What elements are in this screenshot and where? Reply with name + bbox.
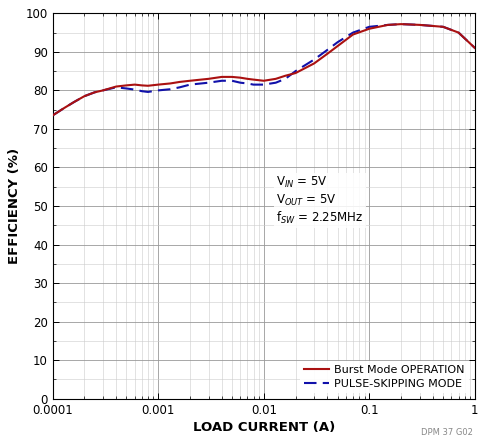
Burst Mode OPERATION — [139, 83, 145, 88]
PULSE-SKIPPING MODE — [229, 78, 235, 84]
PULSE-SKIPPING MODE — [311, 57, 317, 62]
Burst Mode OPERATION — [132, 82, 138, 87]
PULSE-SKIPPING MODE — [440, 24, 446, 30]
PULSE-SKIPPING MODE — [335, 40, 340, 45]
Burst Mode OPERATION — [261, 78, 267, 84]
Burst Mode OPERATION — [385, 22, 391, 27]
PULSE-SKIPPING MODE — [50, 113, 56, 118]
Burst Mode OPERATION — [155, 82, 161, 87]
PULSE-SKIPPING MODE — [168, 87, 173, 92]
Burst Mode OPERATION — [251, 77, 257, 82]
PULSE-SKIPPING MODE — [261, 82, 267, 87]
Burst Mode OPERATION — [472, 46, 478, 51]
PULSE-SKIPPING MODE — [100, 88, 106, 93]
PULSE-SKIPPING MODE — [366, 24, 372, 30]
Line: Burst Mode OPERATION: Burst Mode OPERATION — [53, 24, 475, 115]
PULSE-SKIPPING MODE — [187, 82, 193, 87]
Text: V$_{IN}$ = 5V
V$_{OUT}$ = 5V
f$_{SW}$ = 2.25MHz: V$_{IN}$ = 5V V$_{OUT}$ = 5V f$_{SW}$ = … — [277, 175, 364, 226]
PULSE-SKIPPING MODE — [92, 90, 97, 95]
Burst Mode OPERATION — [187, 78, 193, 84]
PULSE-SKIPPING MODE — [113, 85, 119, 90]
PULSE-SKIPPING MODE — [251, 82, 257, 87]
PULSE-SKIPPING MODE — [244, 81, 250, 86]
Burst Mode OPERATION — [62, 105, 68, 110]
PULSE-SKIPPING MODE — [145, 89, 151, 95]
PULSE-SKIPPING MODE — [206, 80, 211, 85]
Burst Mode OPERATION — [145, 83, 151, 88]
Text: DPM 37 G02: DPM 37 G02 — [420, 428, 472, 437]
Y-axis label: EFFICIENCY (%): EFFICIENCY (%) — [8, 148, 21, 264]
Burst Mode OPERATION — [71, 99, 77, 105]
PULSE-SKIPPING MODE — [293, 69, 299, 74]
PULSE-SKIPPING MODE — [132, 87, 138, 92]
Burst Mode OPERATION — [398, 22, 404, 27]
Burst Mode OPERATION — [219, 74, 225, 80]
Burst Mode OPERATION — [324, 51, 330, 57]
Legend: Burst Mode OPERATION, PULSE-SKIPPING MODE: Burst Mode OPERATION, PULSE-SKIPPING MOD… — [300, 361, 469, 393]
PULSE-SKIPPING MODE — [124, 86, 130, 91]
Burst Mode OPERATION — [456, 30, 462, 35]
Burst Mode OPERATION — [113, 84, 119, 89]
Burst Mode OPERATION — [229, 74, 235, 80]
Burst Mode OPERATION — [92, 90, 97, 95]
Burst Mode OPERATION — [311, 61, 317, 66]
Burst Mode OPERATION — [350, 32, 356, 37]
PULSE-SKIPPING MODE — [282, 76, 288, 81]
Burst Mode OPERATION — [124, 83, 130, 88]
Burst Mode OPERATION — [417, 22, 423, 27]
PULSE-SKIPPING MODE — [385, 22, 391, 27]
PULSE-SKIPPING MODE — [398, 22, 404, 27]
PULSE-SKIPPING MODE — [456, 30, 462, 35]
Burst Mode OPERATION — [100, 88, 106, 93]
Burst Mode OPERATION — [81, 94, 87, 99]
PULSE-SKIPPING MODE — [62, 105, 68, 110]
PULSE-SKIPPING MODE — [324, 47, 330, 53]
PULSE-SKIPPING MODE — [81, 94, 87, 99]
Burst Mode OPERATION — [177, 79, 183, 84]
PULSE-SKIPPING MODE — [417, 22, 423, 27]
Burst Mode OPERATION — [206, 76, 211, 81]
Burst Mode OPERATION — [335, 43, 340, 49]
Burst Mode OPERATION — [440, 24, 446, 30]
PULSE-SKIPPING MODE — [350, 30, 356, 35]
PULSE-SKIPPING MODE — [139, 88, 145, 94]
Burst Mode OPERATION — [273, 76, 279, 81]
PULSE-SKIPPING MODE — [273, 80, 279, 85]
PULSE-SKIPPING MODE — [155, 88, 161, 93]
Burst Mode OPERATION — [282, 73, 288, 78]
Burst Mode OPERATION — [244, 76, 250, 81]
Burst Mode OPERATION — [366, 26, 372, 31]
Burst Mode OPERATION — [50, 113, 56, 118]
Burst Mode OPERATION — [238, 75, 244, 80]
Burst Mode OPERATION — [168, 81, 173, 86]
Line: PULSE-SKIPPING MODE: PULSE-SKIPPING MODE — [53, 24, 475, 115]
PULSE-SKIPPING MODE — [472, 46, 478, 51]
PULSE-SKIPPING MODE — [177, 85, 183, 90]
PULSE-SKIPPING MODE — [238, 80, 244, 85]
X-axis label: LOAD CURRENT (A): LOAD CURRENT (A) — [193, 421, 335, 434]
PULSE-SKIPPING MODE — [219, 78, 225, 84]
Burst Mode OPERATION — [293, 70, 299, 76]
PULSE-SKIPPING MODE — [71, 99, 77, 105]
